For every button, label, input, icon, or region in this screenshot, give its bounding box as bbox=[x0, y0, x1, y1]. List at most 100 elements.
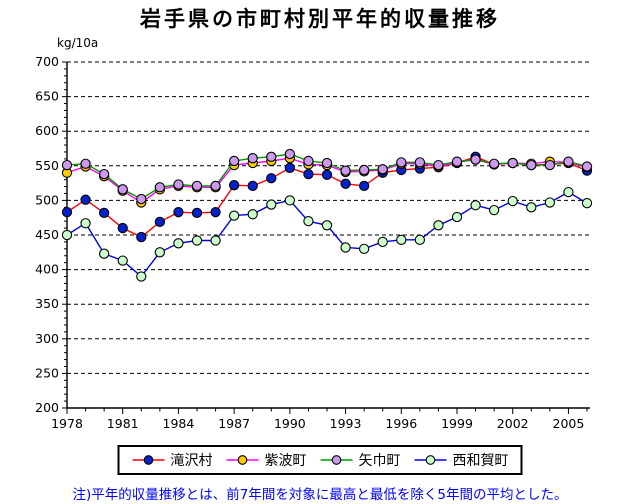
legend-swatch bbox=[320, 455, 353, 465]
data-point bbox=[61, 229, 73, 241]
data-point bbox=[358, 180, 370, 192]
data-point bbox=[247, 153, 258, 164]
y-axis-unit-label: kg/10a bbox=[57, 36, 99, 50]
data-point bbox=[61, 207, 73, 218]
data-point bbox=[266, 173, 277, 184]
data-point bbox=[154, 247, 166, 258]
data-point bbox=[191, 235, 203, 246]
data-point bbox=[228, 180, 240, 191]
data-point bbox=[173, 207, 184, 218]
legend-label: 矢巾町 bbox=[358, 453, 401, 469]
y-tick-label: 550 bbox=[35, 158, 59, 173]
data-point bbox=[414, 157, 426, 168]
data-point bbox=[61, 159, 73, 171]
data-point bbox=[266, 199, 277, 210]
legend-item-shiwa: 紫波町 bbox=[226, 450, 307, 470]
data-point bbox=[191, 207, 203, 219]
y-tick-label: 650 bbox=[35, 89, 59, 104]
data-point bbox=[117, 255, 128, 266]
data-point bbox=[154, 182, 166, 193]
legend-swatch bbox=[226, 455, 259, 465]
data-point bbox=[526, 202, 537, 213]
data-point bbox=[340, 165, 351, 176]
data-point bbox=[321, 220, 333, 231]
data-point bbox=[358, 164, 370, 176]
data-point bbox=[377, 236, 388, 248]
y-tick-label: 400 bbox=[35, 262, 59, 277]
data-point bbox=[284, 162, 296, 174]
data-point bbox=[247, 209, 258, 220]
data-point bbox=[303, 216, 314, 227]
line-chart-plot: 200 250 300 350 400 450 500 550 600 650 700 1978 198… bbox=[35, 54, 593, 431]
x-tick-label: 1987 bbox=[218, 416, 250, 431]
data-point bbox=[377, 164, 388, 175]
legend-marker bbox=[331, 455, 342, 465]
data-point bbox=[136, 271, 147, 282]
data-point bbox=[433, 220, 444, 231]
data-point bbox=[173, 238, 184, 249]
data-point bbox=[284, 195, 296, 206]
data-point bbox=[228, 210, 240, 221]
data-point bbox=[358, 243, 370, 254]
data-point bbox=[210, 207, 221, 218]
data-point bbox=[321, 157, 333, 169]
x-tick-label: 1978 bbox=[51, 416, 83, 431]
legend-label: 滝沢村 bbox=[170, 453, 213, 469]
y-tick-label: 600 bbox=[35, 123, 59, 138]
data-point bbox=[507, 195, 518, 207]
data-point bbox=[210, 235, 221, 246]
data-point bbox=[117, 222, 128, 234]
data-point bbox=[80, 158, 91, 169]
data-point bbox=[321, 169, 333, 180]
legend-item-yahaba: 矢巾町 bbox=[320, 450, 401, 470]
chart-title: 岩手県の市町村別平年的収量推移 bbox=[140, 7, 500, 31]
data-point bbox=[396, 234, 407, 245]
legend-label: 西和賀町 bbox=[452, 453, 509, 469]
data-point bbox=[563, 156, 574, 167]
data-point bbox=[303, 168, 314, 180]
legend-marker bbox=[237, 455, 248, 465]
data-point bbox=[470, 154, 481, 165]
y-tick-label: 700 bbox=[35, 54, 59, 69]
data-point bbox=[136, 193, 147, 205]
data-point bbox=[284, 148, 296, 160]
data-point bbox=[98, 207, 110, 219]
legend-marker bbox=[425, 455, 436, 465]
y-tick-label: 450 bbox=[35, 227, 59, 242]
y-tick-label: 350 bbox=[35, 296, 59, 311]
legend-swatch bbox=[132, 455, 165, 465]
data-point bbox=[98, 168, 110, 180]
data-point bbox=[451, 211, 463, 223]
x-tick-label: 1996 bbox=[385, 416, 417, 431]
data-point bbox=[544, 197, 556, 208]
data-point bbox=[433, 159, 444, 171]
data-point bbox=[117, 184, 128, 195]
legend: 滝沢村 紫波町 矢巾町 西和賀町 bbox=[117, 445, 523, 475]
data-point bbox=[191, 180, 203, 192]
x-tick-label: 1999 bbox=[441, 416, 473, 431]
data-point bbox=[80, 218, 91, 229]
y-tick-label: 500 bbox=[35, 192, 59, 207]
x-tick-label: 1993 bbox=[330, 416, 362, 431]
data-point bbox=[266, 151, 277, 162]
data-point bbox=[470, 200, 481, 211]
data-point bbox=[488, 204, 500, 216]
x-tick-label: 2002 bbox=[497, 416, 529, 431]
data-point bbox=[507, 157, 518, 169]
data-point bbox=[228, 155, 240, 167]
data-point bbox=[247, 180, 258, 192]
y-tick-label: 250 bbox=[35, 365, 59, 380]
x-tick-label: 2005 bbox=[553, 416, 585, 431]
y-tick-label: 200 bbox=[35, 400, 59, 415]
y-tick-label: 300 bbox=[35, 331, 59, 346]
data-point bbox=[303, 155, 314, 167]
data-point bbox=[563, 186, 574, 198]
data-point bbox=[544, 159, 556, 171]
data-point bbox=[154, 216, 166, 228]
data-point bbox=[396, 157, 407, 168]
data-point bbox=[340, 178, 351, 189]
data-point bbox=[340, 242, 351, 253]
x-tick-label: 1984 bbox=[163, 416, 195, 431]
legend-swatch bbox=[414, 455, 447, 465]
